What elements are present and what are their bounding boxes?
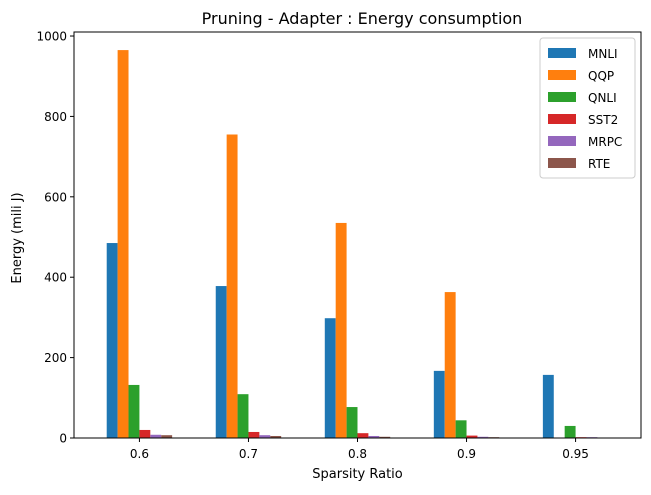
x-axis-label: Sparsity Ratio: [312, 467, 403, 482]
legend-label-mnli: MNLI: [588, 47, 618, 61]
y-tick-label: 600: [44, 190, 67, 204]
bar-sst2-0.8: [358, 433, 369, 438]
legend: MNLI QQP QNLI SST2 MRPC RTE: [540, 38, 635, 178]
legend-label-mrpc: MRPC: [588, 135, 622, 149]
bar-qnli-0.8: [347, 407, 358, 438]
bar-mnli-0.95: [543, 375, 554, 438]
y-tick-label: 800: [44, 110, 67, 124]
y-tick-label: 1000: [36, 30, 67, 44]
bar-qnli-0.6: [129, 385, 140, 438]
y-tick-label: 0: [59, 432, 67, 446]
bar-qqp-0.6: [118, 50, 129, 438]
bar-qnli-0.9: [456, 420, 467, 438]
legend-swatch-mnli: [548, 48, 576, 58]
x-tick-label: 0.7: [239, 447, 258, 461]
x-tick-label: 0.95: [562, 447, 589, 461]
legend-swatch-mrpc: [548, 136, 576, 146]
bar-qnli-0.7: [238, 394, 249, 438]
legend-swatch-sst2: [548, 114, 576, 124]
bar-qqp-0.9: [445, 292, 456, 438]
x-tick-label: 0.6: [130, 447, 149, 461]
x-tick-label: 0.9: [457, 447, 476, 461]
bar-sst2-0.6: [139, 430, 150, 438]
legend-label-sst2: SST2: [588, 113, 618, 127]
legend-label-qnli: QNLI: [588, 91, 617, 105]
legend-swatch-qqp: [548, 70, 576, 80]
bar-qnli-0.95: [565, 426, 576, 438]
y-tick-label: 400: [44, 271, 67, 285]
legend-label-rte: RTE: [588, 157, 610, 171]
y-tick-label: 200: [44, 351, 67, 365]
y-axis-label: Energy (mili J): [10, 192, 25, 283]
bar-mnli-0.6: [107, 243, 118, 438]
legend-swatch-rte: [548, 158, 576, 168]
x-tick-label: 0.8: [348, 447, 367, 461]
bar-qqp-0.7: [227, 135, 238, 439]
bar-mnli-0.8: [325, 318, 336, 438]
legend-swatch-qnli: [548, 92, 576, 102]
bar-sst2-0.7: [248, 432, 259, 438]
bar-mnli-0.9: [434, 371, 445, 438]
bar-qqp-0.8: [336, 223, 347, 438]
chart-title: Pruning - Adapter : Energy consumption: [202, 9, 523, 28]
bar-mnli-0.7: [216, 286, 227, 438]
legend-label-qqp: QQP: [588, 69, 614, 83]
